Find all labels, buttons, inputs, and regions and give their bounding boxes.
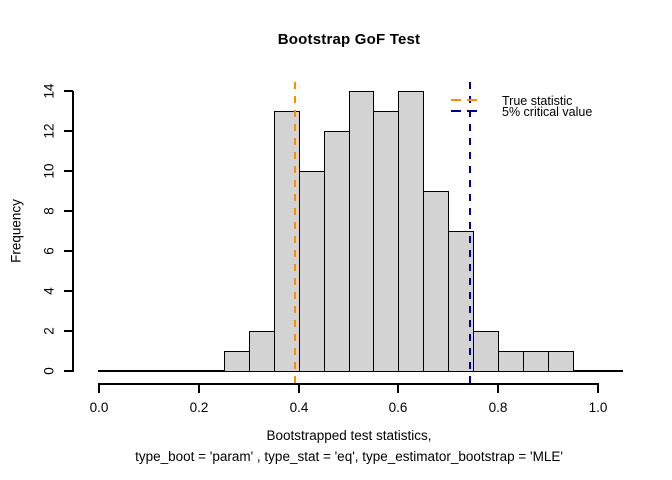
x-tick-label: 0.6 (388, 400, 408, 415)
x-axis-title-line2: type_boot = 'param' , type_stat = 'eq', … (135, 449, 563, 464)
x-axis-tick (397, 383, 399, 393)
y-tick-label: 14 (41, 83, 57, 99)
histogram-bar (473, 331, 499, 372)
y-tick-label: 8 (41, 207, 57, 215)
x-axis-tick (597, 383, 599, 393)
y-tick-label: 0 (41, 367, 57, 375)
y-axis-title: Frequency (8, 199, 24, 263)
y-axis-tick (64, 330, 73, 332)
x-axis-tick (198, 383, 200, 393)
y-axis-line (72, 91, 74, 372)
y-axis-tick (64, 130, 73, 132)
legend-line-sample (451, 99, 481, 101)
plot-title: Bootstrap GoF Test (277, 31, 421, 48)
y-tick-label: 2 (41, 327, 57, 335)
histogram-bar (249, 331, 275, 372)
histogram-bar (498, 351, 524, 372)
true-statistic-line (294, 82, 296, 387)
y-axis-tick (64, 290, 73, 292)
y-tick-label: 4 (41, 287, 57, 295)
x-tick-label: 0.0 (89, 400, 109, 415)
x-axis-tick (298, 383, 300, 393)
histogram-bar (373, 111, 399, 372)
histogram-bar (324, 131, 350, 372)
histogram-bar (224, 351, 250, 372)
x-tick-label: 0.4 (289, 400, 309, 415)
histogram-bar (423, 191, 449, 372)
x-axis-tick (497, 383, 499, 393)
histogram-bar (548, 351, 574, 372)
histogram-bar (349, 91, 374, 372)
x-axis-tick (98, 383, 100, 393)
legend-label: True statistic (502, 93, 573, 108)
legend-line-sample (451, 110, 481, 112)
histogram-bar (398, 91, 424, 372)
histogram-bar (523, 351, 549, 372)
y-tick-label: 10 (41, 163, 57, 179)
critical-value-line (469, 82, 471, 387)
y-tick-label: 6 (41, 247, 57, 255)
x-tick-label: 0.2 (189, 400, 209, 415)
y-axis-tick (64, 370, 73, 372)
y-tick-label: 12 (41, 123, 57, 139)
histogram-bar (274, 111, 300, 372)
x-axis-line (98, 383, 599, 385)
y-axis-tick (64, 90, 73, 92)
y-axis-tick (64, 250, 73, 252)
x-tick-label: 0.8 (488, 400, 508, 415)
x-tick-label: 1.0 (588, 400, 608, 415)
legend-label: 5% critical value (502, 105, 593, 119)
y-axis-tick (64, 210, 73, 212)
histogram-bar (299, 171, 325, 372)
y-axis-tick (64, 170, 73, 172)
x-axis-title-line1: Bootstrapped test statistics, (266, 428, 432, 443)
